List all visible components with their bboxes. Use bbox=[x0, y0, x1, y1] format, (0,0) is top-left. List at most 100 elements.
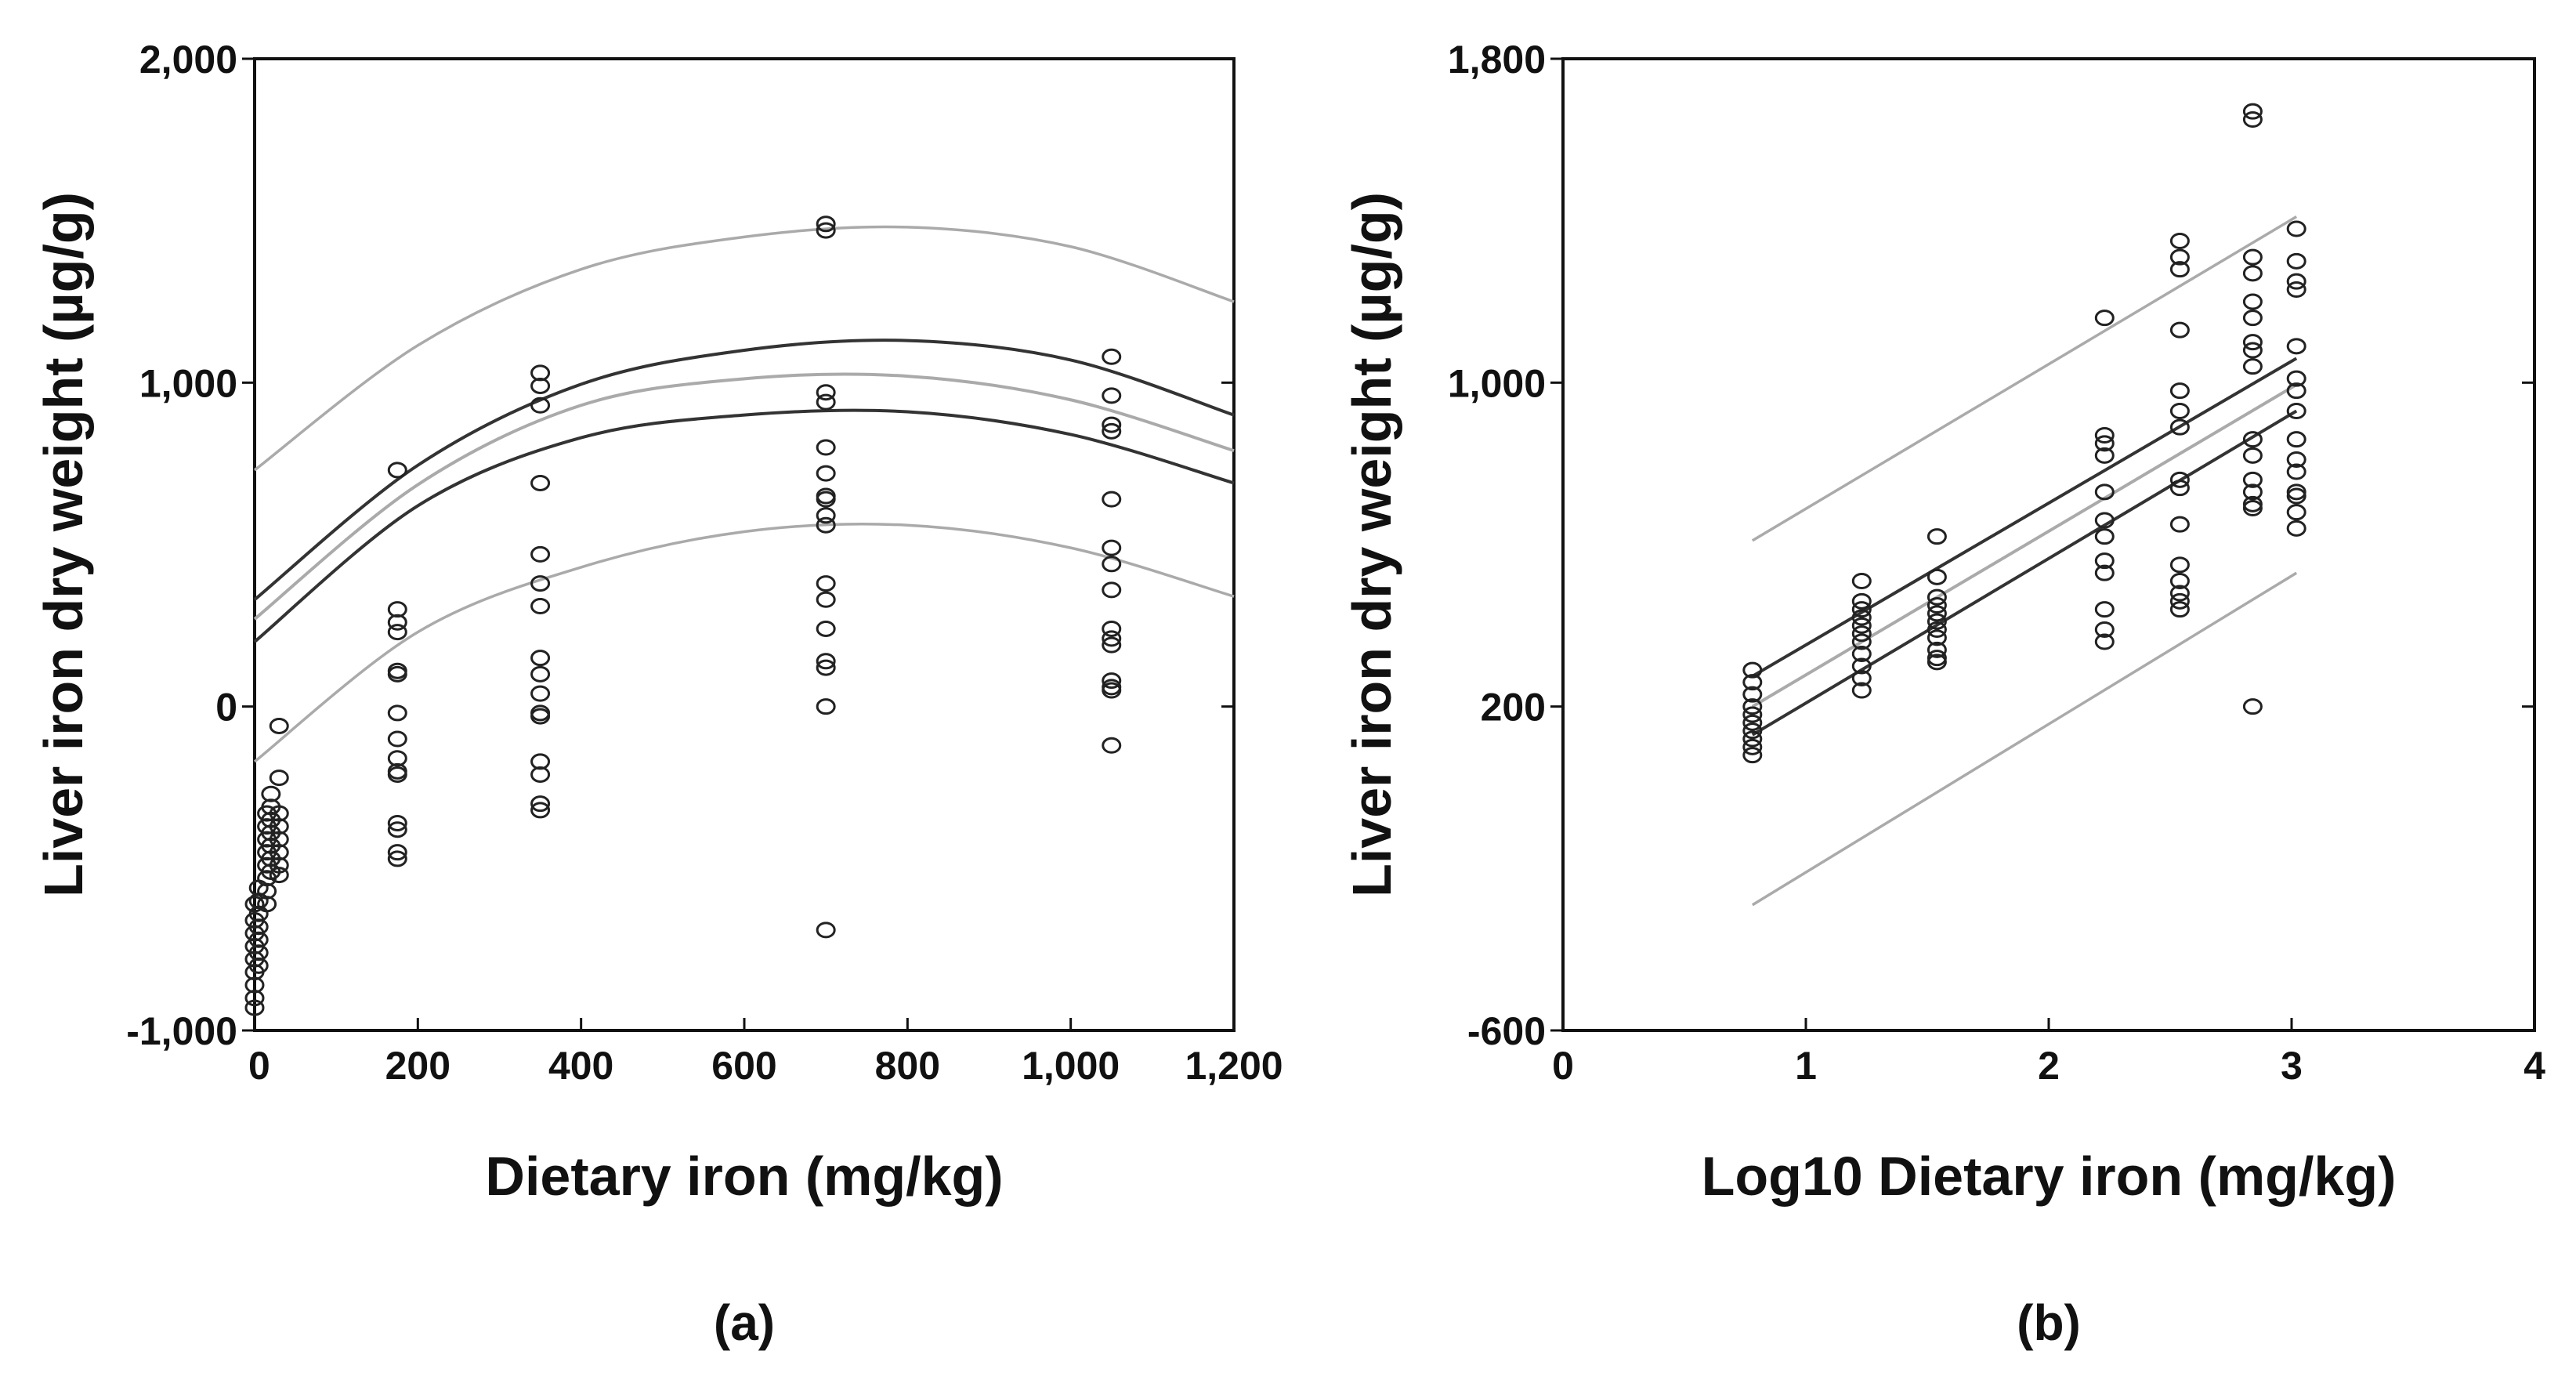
data-point-b-4-6 bbox=[2169, 418, 2190, 436]
data-point-a-6-2 bbox=[530, 397, 551, 414]
data-point-b-1-0 bbox=[1851, 573, 1872, 589]
data-point-a-4-0 bbox=[269, 717, 289, 734]
x-tick-label-a-5: 1,000 bbox=[1022, 1044, 1120, 1088]
y-tick-label-b-3: 1,800 bbox=[1448, 38, 1546, 81]
curve-prediction-lower-b bbox=[1751, 571, 2298, 907]
data-point-b-6-13 bbox=[2286, 504, 2306, 521]
data-point-b-0-3 bbox=[1742, 698, 1763, 715]
data-point-b-2-4 bbox=[1927, 605, 1947, 622]
data-point-a-6-9 bbox=[530, 685, 551, 702]
data-point-b-6-12 bbox=[2286, 487, 2306, 505]
data-point-a-7-2 bbox=[816, 384, 836, 401]
data-point-b-5-7 bbox=[2242, 342, 2263, 359]
data-point-a-6-3 bbox=[530, 474, 551, 491]
panel-b: 0 1 2 3 4 -600 200 1,000 1,800 Log10 Dietary ir… bbox=[1341, 38, 2545, 1351]
data-point-b-5-1 bbox=[2242, 111, 2263, 128]
fit-curves-a bbox=[253, 225, 1235, 763]
data-point-a-5-2 bbox=[387, 614, 407, 631]
curve-mean-ci-upper-b bbox=[1751, 357, 2298, 678]
curve-prediction-upper-b bbox=[1751, 215, 2298, 542]
data-point-b-0-9 bbox=[1742, 747, 1763, 764]
x-axis-title-b: Log10 Dietary iron (mg/kg) bbox=[1702, 1146, 2397, 1207]
data-point-b-1-6 bbox=[1851, 633, 1872, 650]
data-point-b-6-14 bbox=[2286, 520, 2306, 537]
x-tick-label-b-4: 4 bbox=[2524, 1044, 2545, 1088]
data-point-b-0-2 bbox=[1742, 686, 1763, 703]
data-point-a-5-0 bbox=[387, 462, 407, 479]
data-point-a-8-2 bbox=[1102, 416, 1122, 433]
y-tick-label-b-2: 1,000 bbox=[1448, 361, 1546, 405]
data-point-b-6-3 bbox=[2286, 281, 2306, 298]
panel-label-b: (b) bbox=[2017, 1295, 2081, 1351]
data-point-b-5-12 bbox=[2242, 483, 2263, 501]
data-point-a-7-10 bbox=[816, 575, 836, 592]
data-point-b-0-5 bbox=[1742, 714, 1763, 731]
curve-mean-ci-lower-a bbox=[253, 408, 1235, 643]
x-axis-ticks-b: 0 1 2 3 4 bbox=[1552, 1018, 2545, 1088]
y-tick-label-a-1: 0 bbox=[215, 686, 237, 730]
data-point-b-3-9 bbox=[2094, 601, 2115, 618]
data-point-a-7-0 bbox=[816, 215, 836, 233]
data-point-b-3-5 bbox=[2094, 512, 2115, 529]
y-tick-label-a-2: 1,000 bbox=[139, 361, 237, 405]
data-point-a-7-7 bbox=[816, 491, 836, 508]
data-point-a-6-6 bbox=[530, 598, 551, 615]
y-tick-label-a-3: 2,000 bbox=[139, 38, 237, 81]
data-point-a-0-7 bbox=[244, 990, 265, 1007]
data-point-a-5-11 bbox=[387, 814, 407, 831]
data-point-b-4-1 bbox=[2169, 248, 2190, 266]
data-point-b-6-2 bbox=[2286, 273, 2306, 290]
data-point-b-5-8 bbox=[2242, 358, 2263, 375]
y-axis-title-b: Liver iron dry weight (µg/g) bbox=[1341, 192, 1402, 897]
data-point-b-5-14 bbox=[2242, 500, 2263, 516]
x-tick-label-a-0: 0 bbox=[248, 1044, 270, 1088]
panel-label-a: (a) bbox=[714, 1295, 775, 1351]
data-point-b-6-11 bbox=[2286, 483, 2306, 501]
data-point-a-4-6 bbox=[269, 856, 289, 874]
data-point-a-7-11 bbox=[816, 591, 836, 608]
data-point-a-1-6 bbox=[248, 957, 269, 974]
data-point-b-2-5 bbox=[1927, 613, 1947, 630]
data-point-a-4-1 bbox=[269, 769, 289, 787]
data-point-b-1-4 bbox=[1851, 617, 1872, 634]
y-axis-ticks-a: -1,000 0 1,000 2,000 bbox=[126, 38, 1234, 1053]
data-point-a-7-3 bbox=[816, 393, 836, 411]
data-point-a-6-7 bbox=[530, 650, 551, 667]
panel-a: 0 200 400 600 800 1,000 1,200 -1,00001,0002,00… bbox=[33, 38, 1283, 1351]
data-point-b-4-0 bbox=[2169, 233, 2190, 249]
data-point-b-5-6 bbox=[2242, 334, 2263, 351]
data-point-a-6-5 bbox=[530, 575, 551, 592]
data-point-b-5-9 bbox=[2242, 431, 2263, 448]
x-tick-label-a-1: 200 bbox=[385, 1044, 450, 1088]
data-point-b-3-10 bbox=[2094, 621, 2115, 638]
x-axis-title-a: Dietary iron (mg/kg) bbox=[485, 1146, 1003, 1207]
data-point-b-3-4 bbox=[2094, 483, 2115, 501]
data-point-b-6-1 bbox=[2286, 252, 2306, 270]
data-point-a-5-5 bbox=[387, 665, 407, 683]
data-point-a-5-13 bbox=[387, 844, 407, 861]
data-point-b-6-5 bbox=[2286, 370, 2306, 387]
data-point-b-1-10 bbox=[1851, 682, 1872, 699]
data-point-b-0-1 bbox=[1742, 674, 1763, 691]
data-point-a-7-8 bbox=[816, 507, 836, 524]
data-point-a-5-10 bbox=[387, 766, 407, 783]
data-point-a-7-13 bbox=[816, 653, 836, 670]
data-point-b-0-4 bbox=[1742, 706, 1763, 723]
curve-fit-b bbox=[1751, 383, 2298, 708]
data-point-b-0-8 bbox=[1742, 738, 1763, 755]
y-tick-label-a-0: -1,000 bbox=[126, 1009, 237, 1053]
data-point-a-5-6 bbox=[387, 704, 407, 722]
x-tick-label-b-1: 1 bbox=[1795, 1044, 1817, 1088]
data-point-b-0-6 bbox=[1742, 722, 1763, 740]
data-point-b-1-3 bbox=[1851, 609, 1872, 626]
data-point-b-4-3 bbox=[2169, 321, 2190, 339]
data-point-b-6-8 bbox=[2286, 431, 2306, 448]
data-point-a-6-8 bbox=[530, 665, 551, 683]
curve-prediction-lower-a bbox=[253, 523, 1235, 763]
data-point-b-3-0 bbox=[2094, 310, 2115, 327]
data-point-b-4-10 bbox=[2169, 556, 2190, 574]
data-point-b-5-11 bbox=[2242, 471, 2263, 488]
data-point-b-5-10 bbox=[2242, 447, 2263, 464]
fit-curves-b bbox=[1751, 215, 2298, 907]
